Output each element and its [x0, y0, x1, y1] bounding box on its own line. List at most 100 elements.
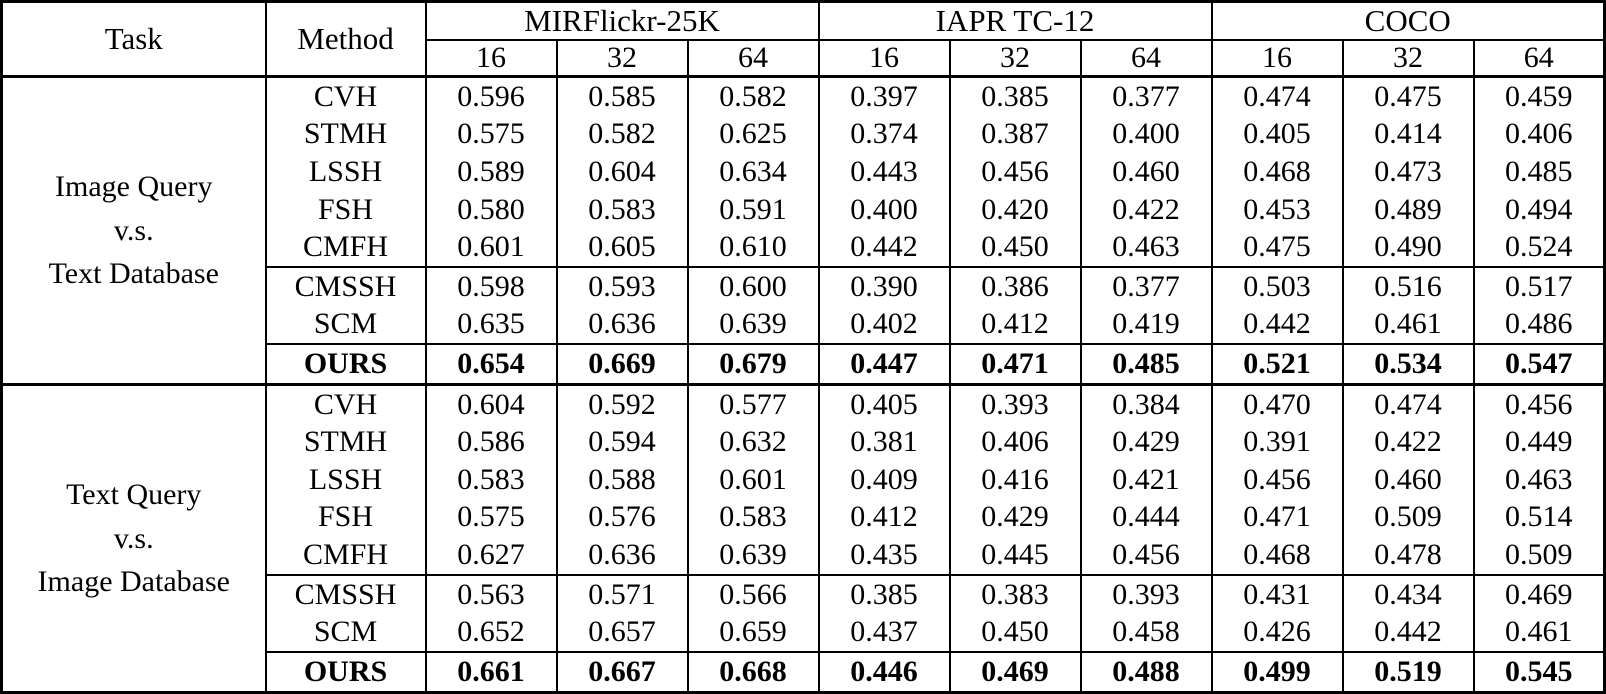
map-value-cell: 0.604: [424, 382, 558, 424]
map-value-cell: 0.588: [555, 461, 689, 499]
task-cell: Text Query v.s. Image Database: [0, 382, 267, 693]
map-value-cell: 0.517: [1472, 265, 1606, 306]
map-value-cell: 0.422: [1341, 423, 1475, 462]
method-cell: SCM: [264, 613, 427, 653]
map-value-cell: 0.414: [1341, 115, 1475, 154]
method-cell: CVH: [264, 382, 427, 424]
map-value-cell: 0.516: [1341, 265, 1475, 306]
method-cell: LSSH: [264, 153, 427, 191]
map-value-cell: 0.583: [424, 461, 558, 499]
task-line: Text Database: [48, 257, 219, 291]
map-value-cell: 0.460: [1341, 461, 1475, 499]
map-value-cell: 0.426: [1210, 613, 1344, 653]
map-value-cell: 0.592: [555, 382, 689, 424]
map-value-cell: 0.449: [1472, 423, 1606, 462]
map-value-cell: 0.461: [1341, 305, 1475, 345]
map-value-cell: 0.601: [686, 461, 820, 499]
bit-length-header: 32: [1341, 40, 1475, 78]
map-value-cell: 0.460: [1079, 153, 1213, 191]
map-value-cell: 0.591: [686, 190, 820, 229]
method-cell: CMFH: [264, 536, 427, 575]
map-value-cell: 0.589: [424, 153, 558, 191]
dataset-header: IAPR TC-12: [817, 1, 1213, 41]
map-value-cell: 0.469: [1472, 573, 1606, 614]
header-row-bits: 16 32 64 16 32 64 16 32 64: [2, 40, 1606, 78]
map-value-cell: 0.634: [686, 153, 820, 191]
map-value-cell: 0.669: [555, 343, 689, 385]
task-line: v.s.: [113, 521, 154, 555]
map-value-cell: 0.390: [817, 265, 951, 306]
method-column-header: Method: [264, 1, 427, 78]
map-value-cell: 0.374: [817, 115, 951, 154]
map-value-cell: 0.657: [555, 613, 689, 653]
map-value-cell: 0.377: [1079, 76, 1213, 116]
map-value-cell: 0.461: [1472, 613, 1606, 653]
bit-length-header: 32: [948, 40, 1082, 78]
map-value-cell: 0.636: [555, 305, 689, 345]
map-value-cell: 0.632: [686, 423, 820, 462]
map-value-cell: 0.381: [817, 423, 951, 462]
map-value-cell: 0.509: [1341, 498, 1475, 537]
table-row: FSH 0.575 0.576 0.583 0.412 0.429 0.444 0.471 0.…: [2, 498, 1606, 537]
map-value-cell: 0.625: [686, 115, 820, 154]
map-value-cell: 0.456: [948, 153, 1082, 191]
map-value-cell: 0.458: [1079, 613, 1213, 653]
map-value-cell: 0.437: [817, 613, 951, 653]
map-value-cell: 0.416: [948, 461, 1082, 499]
task-cell: Image Query v.s. Text Database: [0, 76, 267, 385]
map-value-cell: 0.459: [1472, 76, 1606, 116]
table-row: SCM 0.652 0.657 0.659 0.437 0.450 0.458 0.426 0.…: [2, 613, 1606, 653]
map-value-cell: 0.600: [686, 265, 820, 306]
map-value-cell: 0.444: [1079, 498, 1213, 537]
map-value-cell: 0.514: [1472, 498, 1606, 537]
map-value-cell: 0.420: [948, 190, 1082, 229]
map-value-cell: 0.652: [424, 613, 558, 653]
map-value-cell: 0.405: [1210, 115, 1344, 154]
table-row: CMFH 0.627 0.636 0.639 0.435 0.445 0.456 0.468 0…: [2, 536, 1606, 575]
map-value-cell: 0.412: [948, 305, 1082, 345]
table-row: OURS 0.654 0.669 0.679 0.447 0.471 0.485 0.521 0…: [2, 343, 1606, 385]
table-row: FSH 0.580 0.583 0.591 0.400 0.420 0.422 0.453 0.…: [2, 190, 1606, 229]
map-value-cell: 0.434: [1341, 573, 1475, 614]
map-value-cell: 0.409: [817, 461, 951, 499]
map-value-cell: 0.586: [424, 423, 558, 462]
bit-length-header: 64: [1079, 40, 1213, 78]
map-value-cell: 0.659: [686, 613, 820, 653]
map-value-cell: 0.385: [948, 76, 1082, 116]
map-value-cell: 0.490: [1341, 228, 1475, 267]
map-value-cell: 0.456: [1079, 536, 1213, 575]
dataset-header: COCO: [1210, 1, 1606, 41]
table-row: LSSH 0.589 0.604 0.634 0.443 0.456 0.460 0.468 0…: [2, 153, 1606, 191]
map-value-cell: 0.601: [424, 228, 558, 267]
method-cell: CVH: [264, 76, 427, 116]
map-value-cell: 0.545: [1472, 651, 1606, 693]
map-value-cell: 0.582: [686, 76, 820, 116]
map-value-cell: 0.486: [1472, 305, 1606, 345]
map-value-cell: 0.383: [948, 573, 1082, 614]
method-cell: OURS: [264, 651, 427, 693]
map-value-cell: 0.524: [1472, 228, 1606, 267]
map-value-cell: 0.450: [948, 613, 1082, 653]
map-value-cell: 0.469: [948, 651, 1082, 693]
method-cell: STMH: [264, 423, 427, 462]
map-value-cell: 0.474: [1210, 76, 1344, 116]
map-value-cell: 0.431: [1210, 573, 1344, 614]
task-line: Text Query: [66, 478, 202, 512]
map-value-cell: 0.429: [1079, 423, 1213, 462]
map-value-cell: 0.521: [1210, 343, 1344, 385]
task-column-header: Task: [0, 1, 267, 78]
map-value-cell: 0.636: [555, 536, 689, 575]
map-value-cell: 0.471: [948, 343, 1082, 385]
bit-length-header: 64: [1472, 40, 1606, 78]
map-value-cell: 0.442: [1210, 305, 1344, 345]
map-value-cell: 0.583: [686, 498, 820, 537]
header-row-datasets: Task Method MIRFlickr-25K IAPR TC-12 COCO: [0, 1, 1606, 78]
map-value-cell: 0.470: [1210, 382, 1344, 424]
map-value-cell: 0.661: [424, 651, 558, 693]
map-value-cell: 0.679: [686, 343, 820, 385]
map-value-cell: 0.566: [686, 573, 820, 614]
dataset-header: MIRFlickr-25K: [424, 1, 820, 41]
map-value-cell: 0.429: [948, 498, 1082, 537]
map-value-cell: 0.577: [686, 382, 820, 424]
